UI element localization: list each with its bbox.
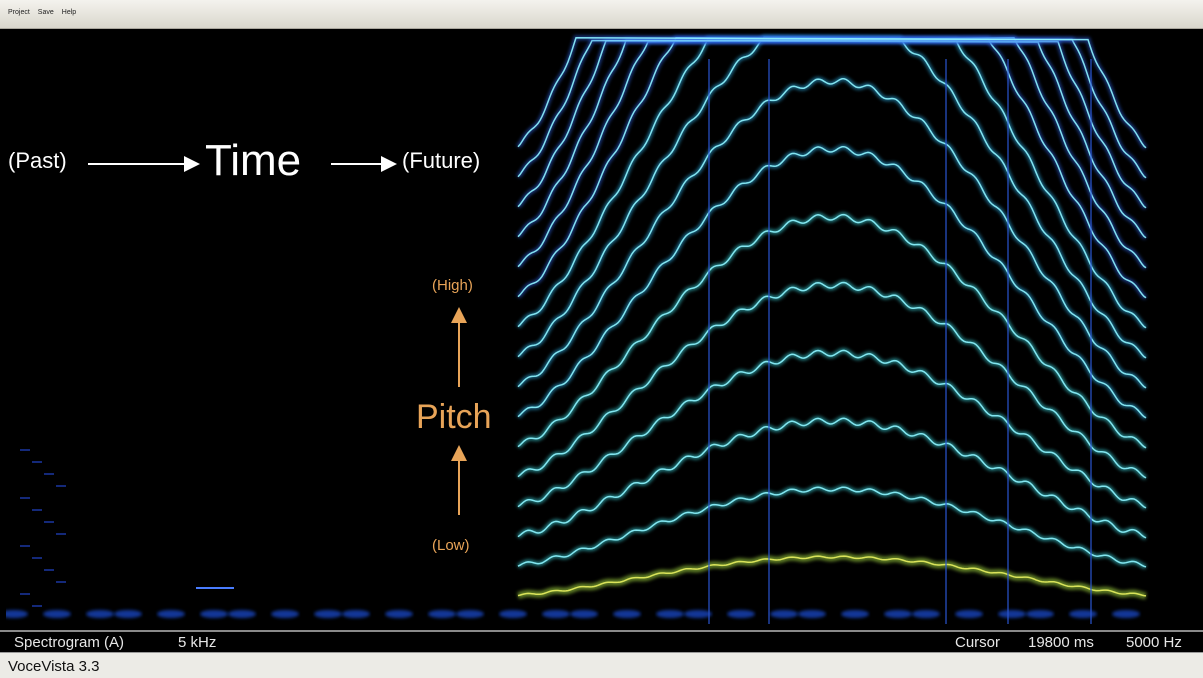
spectral-trace bbox=[114, 610, 142, 618]
annotation: (Past) bbox=[8, 148, 67, 174]
menu-item[interactable]: Save bbox=[38, 9, 54, 16]
spectral-trace bbox=[44, 569, 54, 571]
spectral-trace bbox=[200, 610, 228, 618]
spectral-trace bbox=[196, 587, 234, 589]
spectral-trace bbox=[32, 605, 42, 607]
spectral-trace bbox=[770, 610, 798, 618]
spectral-trace bbox=[20, 449, 30, 451]
menu-item[interactable]: Help bbox=[62, 9, 76, 16]
spectral-trace bbox=[32, 557, 42, 559]
spectral-trace bbox=[86, 610, 114, 618]
spectral-trace bbox=[228, 610, 256, 618]
menu-bar: Project Save Help bbox=[0, 0, 1203, 29]
spectral-trace bbox=[727, 610, 755, 618]
spectral-trace bbox=[1112, 610, 1140, 618]
status-bar: Spectrogram (A) 5 kHz Cursor 19800 ms 50… bbox=[0, 630, 1203, 652]
status-cursor-label: Cursor bbox=[955, 634, 1000, 651]
spectral-trace bbox=[499, 610, 527, 618]
spectral-trace bbox=[342, 610, 370, 618]
spectral-trace bbox=[542, 610, 570, 618]
app-title: VoceVista 3.3 bbox=[8, 658, 99, 675]
spectral-trace bbox=[684, 610, 712, 618]
spectral-trace bbox=[998, 610, 1026, 618]
spectral-trace bbox=[157, 610, 185, 618]
spectral-trace bbox=[56, 533, 66, 535]
spectral-trace bbox=[1069, 610, 1097, 618]
spectral-trace bbox=[56, 485, 66, 487]
spectral-trace bbox=[56, 581, 66, 583]
spectral-trace bbox=[385, 610, 413, 618]
spectral-trace bbox=[20, 545, 30, 547]
footer-bar: VoceVista 3.3 bbox=[0, 652, 1203, 678]
spectral-trace bbox=[43, 610, 71, 618]
spectral-trace bbox=[44, 521, 54, 523]
status-view: Spectrogram (A) bbox=[14, 634, 124, 651]
menu-item[interactable]: Project bbox=[8, 9, 30, 16]
spectral-trace bbox=[912, 610, 940, 618]
annotation: (High) bbox=[432, 277, 473, 294]
spectral-trace bbox=[44, 473, 54, 475]
spectral-trace bbox=[20, 497, 30, 499]
spectral-trace bbox=[314, 610, 342, 618]
annotation: Time bbox=[205, 136, 301, 186]
annotation: (Future) bbox=[402, 148, 480, 174]
annotation: (Low) bbox=[432, 537, 470, 554]
spectral-trace bbox=[841, 610, 869, 618]
spectral-trace bbox=[271, 610, 299, 618]
spectral-trace bbox=[428, 610, 456, 618]
spectral-trace bbox=[656, 610, 684, 618]
spectral-trace bbox=[32, 509, 42, 511]
spectral-trace bbox=[32, 461, 42, 463]
spectrogram bbox=[6, 29, 1197, 630]
spectral-trace bbox=[613, 610, 641, 618]
spectral-trace bbox=[456, 610, 484, 618]
status-range: 5 kHz bbox=[178, 634, 216, 651]
annotation: Pitch bbox=[416, 398, 492, 437]
spectral-trace bbox=[20, 593, 30, 595]
app-window: Project Save Help (Past) Time (Future) (Hi… bbox=[0, 0, 1203, 677]
status-cursor-freq: 5000 Hz bbox=[1126, 634, 1182, 651]
spectral-trace bbox=[884, 610, 912, 618]
spectral-trace bbox=[1026, 610, 1054, 618]
spectral-trace bbox=[798, 610, 826, 618]
status-cursor-time: 19800 ms bbox=[1028, 634, 1094, 651]
spectral-trace bbox=[570, 610, 598, 618]
spectral-trace bbox=[955, 610, 983, 618]
